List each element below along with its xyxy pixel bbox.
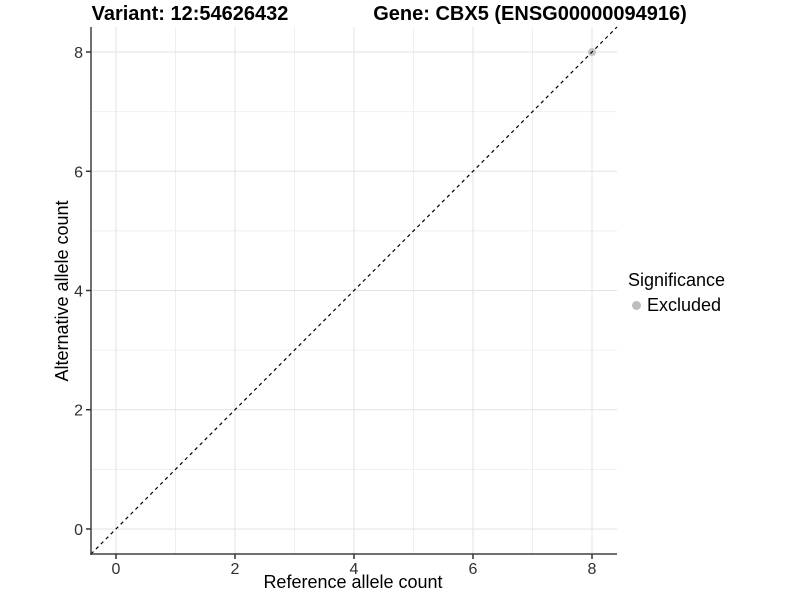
x-tick-label: 2 <box>231 561 240 578</box>
gene-title: Gene: CBX5 (ENSG00000094916) <box>373 3 687 25</box>
identity-line <box>90 26 618 555</box>
legend-entry-label: Excluded <box>647 294 722 315</box>
y-tick-label: 0 <box>74 522 83 539</box>
y-tick-label: 8 <box>74 45 83 62</box>
legend-key-dot-icon <box>632 300 641 310</box>
y-axis-title: Alternative allele count <box>52 200 72 382</box>
y-tick-label: 4 <box>74 284 83 301</box>
variant-title: Variant: 12:54626432 <box>91 3 289 25</box>
legend-title: Significance <box>628 270 726 290</box>
legend: Significance Excluded <box>628 270 725 316</box>
y-tick-label: 2 <box>74 403 83 420</box>
x-tick-label: 4 <box>350 561 359 578</box>
x-tick-label: 0 <box>112 561 121 578</box>
x-tick-label: 8 <box>588 561 597 578</box>
legend-entry-excluded: Excluded <box>628 295 725 317</box>
x-tick-label: 6 <box>469 561 478 578</box>
x-axis-title: Reference allele count <box>263 572 443 592</box>
y-tick-label: 6 <box>74 164 83 181</box>
